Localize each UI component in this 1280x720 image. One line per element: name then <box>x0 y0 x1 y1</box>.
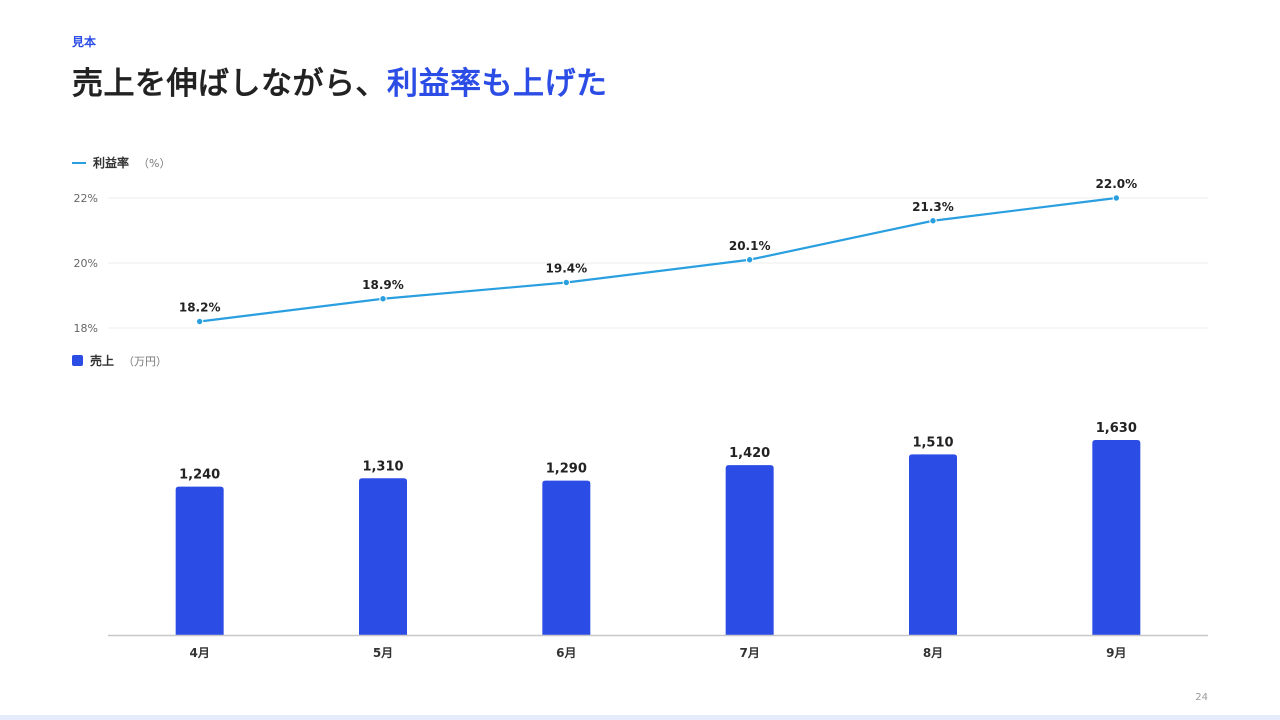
profit-rate-data-label: 19.4% <box>546 262 588 276</box>
line-swatch-icon <box>72 161 86 164</box>
sales-bar <box>909 454 957 635</box>
y-tick-label: 20% <box>74 257 98 270</box>
profit-rate-data-label: 22.0% <box>1096 177 1138 191</box>
legend-line-unit: （%） <box>138 156 171 170</box>
profit-rate-data-label: 18.2% <box>179 301 221 315</box>
page-number: 24 <box>1195 692 1208 703</box>
x-tick-label: 7月 <box>739 646 759 660</box>
profit-rate-data-label: 18.9% <box>362 278 404 292</box>
sales-bar <box>542 480 591 635</box>
profit-rate-point <box>745 256 754 264</box>
sales-data-label: 1,310 <box>362 459 403 474</box>
sales-data-label: 1,240 <box>179 468 220 483</box>
profit-rate-line <box>199 196 1117 323</box>
sales-data-label: 1,290 <box>546 462 587 477</box>
page-title: 売上を伸ばしながら、利益率も上げた <box>72 58 608 103</box>
profit-rate-data-label: 21.3% <box>912 200 954 214</box>
legend-bar-name: 売上 <box>90 354 115 368</box>
y-tick-label: 22% <box>74 192 98 205</box>
sales-bar <box>175 486 224 635</box>
sales-data-label: 1,420 <box>729 446 770 461</box>
profit-rate-point <box>379 295 387 303</box>
legend-sales: 売上 （万円） <box>72 352 167 369</box>
profit-rate-point <box>195 317 204 326</box>
x-tick-label: 6月 <box>556 646 576 660</box>
sales-bar <box>359 478 407 635</box>
legend-bar-unit: （万円） <box>123 354 168 368</box>
x-tick-label: 4月 <box>189 646 209 660</box>
sales-data-label: 1,630 <box>1096 421 1137 436</box>
profit-rate-data-label: 20.1% <box>729 239 771 253</box>
profit-rate-point <box>929 217 937 225</box>
x-tick-label: 5月 <box>373 646 393 660</box>
profit-rate-point <box>562 278 571 287</box>
title-main: 売上を伸ばしながら、 <box>72 66 387 102</box>
profit-rate-point <box>1112 194 1121 202</box>
bottom-strip <box>0 715 1280 720</box>
x-tick-label: 9月 <box>1106 646 1126 660</box>
title-accent: 利益率も上げた <box>387 66 608 102</box>
bar-swatch-icon <box>72 355 83 366</box>
legend-line-name: 利益率 <box>93 156 130 170</box>
sales-bar <box>725 465 774 635</box>
legend-profit-rate: 利益率 （%） <box>72 154 170 171</box>
sales-data-label: 1,510 <box>912 435 953 450</box>
sample-tag: 見本 <box>72 35 97 49</box>
sales-bar <box>1092 440 1141 635</box>
y-tick-label: 18% <box>74 322 98 335</box>
x-tick-label: 8月 <box>923 646 943 660</box>
